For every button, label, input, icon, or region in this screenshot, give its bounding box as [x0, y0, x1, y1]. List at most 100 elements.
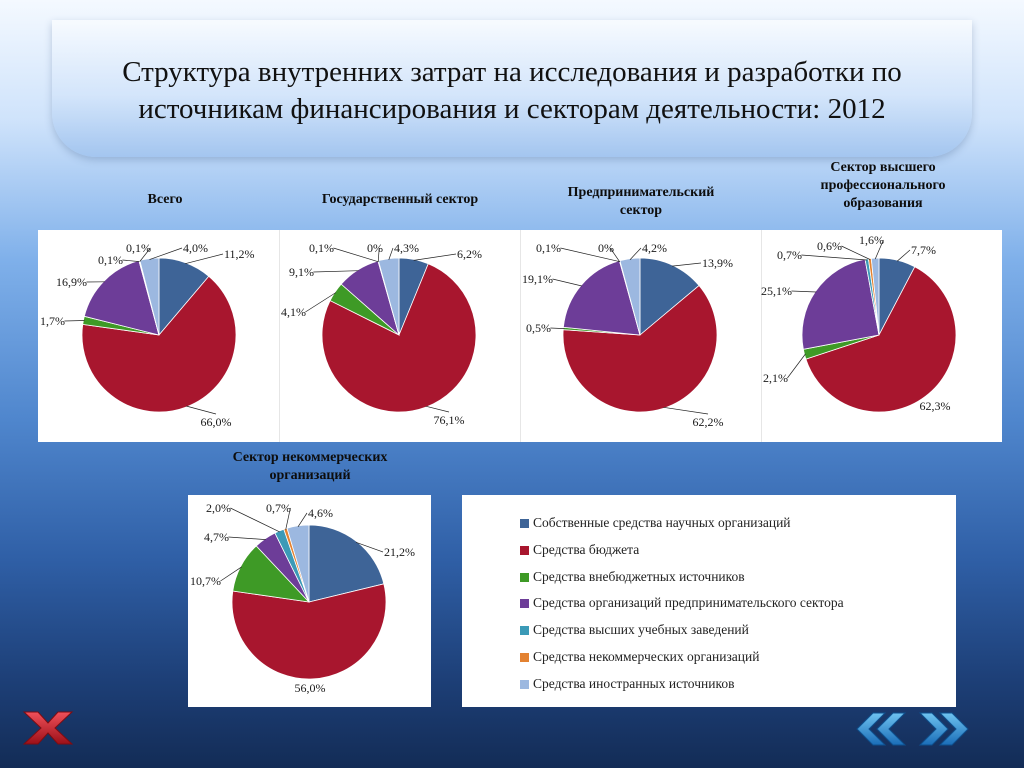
chart-label-government-line: Государственный сектор: [321, 192, 479, 207]
leader-line: [186, 405, 217, 415]
leader-line: [139, 247, 151, 262]
legend-swatch: [520, 545, 529, 555]
chart-label-nonprofit-line-2: организаций: [269, 468, 351, 483]
slice-label-budget: 62,3%: [920, 399, 951, 413]
slice-label-universities: 0,7%: [777, 248, 802, 262]
chart-label-government: Государственный сектор: [290, 191, 510, 209]
chart-legend: Собственные средства научных организаций…: [462, 495, 956, 707]
leader-line: [313, 270, 359, 273]
pie-slice-budget: [231, 583, 387, 680]
leader-line: [185, 253, 224, 265]
pie-slice-budget: [321, 263, 477, 413]
pie-slice-foreign: [286, 524, 310, 603]
leader-line: [297, 512, 308, 527]
slice-label-own-funds: 6,2%: [457, 247, 482, 261]
slice-label-extra-budget: 0,5%: [526, 321, 551, 335]
slice-label-nonprofit: 0,1%: [309, 241, 334, 255]
chart-label-total: Всего: [100, 191, 230, 209]
legend-label: Средства некоммерческих организаций: [533, 649, 760, 664]
slice-label-universities: 0,1%: [98, 253, 123, 267]
legend-swatch: [520, 679, 529, 689]
leader-line: [552, 278, 582, 287]
page-title: Структура внутренних затрат на исследова…: [52, 54, 972, 128]
leader-line: [305, 292, 337, 313]
leader-line: [285, 507, 291, 530]
slice-label-budget: 62,2%: [693, 415, 724, 429]
title-line-2: источникам финансирования и секторам дея…: [138, 93, 886, 125]
leader-line: [149, 247, 183, 260]
chart-cell-government: 6,2% 76,1% 4,1% 9,1% 0% 0,1% 4,3%: [279, 230, 521, 442]
legend-label: Средства иностранных источников: [533, 675, 735, 691]
pie-chart-nonprofit: 21,2% 56,0% 10,7% 4,7% 2,0% 0,7% 4,6%: [190, 501, 415, 695]
chart-label-business-line-1: Предпринимательский: [567, 185, 715, 200]
leader-line: [413, 253, 457, 261]
leader-line: [841, 245, 871, 260]
pie-chart-government: 6,2% 76,1% 4,1% 9,1% 0% 0,1% 4,3%: [281, 241, 482, 427]
legend-swatch: [520, 653, 529, 662]
pie-slice-budget: [805, 266, 957, 413]
leader-line: [228, 536, 266, 540]
chart-label-total-line: Всего: [147, 192, 183, 207]
leader-line: [377, 247, 380, 262]
slice-label-universities: 0%: [367, 241, 383, 255]
leader-line: [230, 507, 280, 533]
legend-swatch: [520, 572, 529, 582]
pie-slice-own-funds: [308, 524, 385, 603]
leader-line: [388, 247, 394, 260]
leader-line: [787, 353, 806, 379]
leader-line: [560, 247, 620, 263]
chart-label-higher-education-line-1: Сектор высшего: [830, 160, 936, 175]
top-charts-panel: 11,2% 66,0% 1,7% 16,9% 0,1% 0,1% 4,0% 6,2% 76,1…: [38, 230, 1002, 442]
slice-label-own-funds: 21,2%: [384, 545, 415, 559]
double-chevron-left-icon[interactable]: [855, 711, 913, 747]
leader-line: [672, 262, 702, 267]
pie-slice-foreign: [619, 257, 641, 336]
pie-slice-budget: [562, 284, 718, 413]
chart-label-business-line-2: сектор: [619, 203, 663, 218]
leader-line: [663, 406, 709, 415]
slice-label-foreign: 4,3%: [394, 241, 419, 255]
slice-label-foreign: 4,6%: [308, 506, 333, 520]
slice-label-business: 25,1%: [761, 284, 792, 298]
chart-cell-total: 11,2% 66,0% 1,7% 16,9% 0,1% 0,1% 4,0%: [38, 230, 280, 442]
legend-label: Средства бюджета: [533, 541, 640, 557]
slice-label-extra-budget: 2,1%: [763, 371, 788, 385]
chart-label-nonprofit: Сектор некоммерческих организаций: [190, 449, 430, 485]
chart-label-higher-education: Сектор высшего профессионального образов…: [774, 159, 992, 213]
slice-label-nonprofit: 0,7%: [266, 501, 291, 515]
chart-label-higher-education-line-2: профессионального: [820, 178, 946, 193]
pie-chart-higher-education: 7,7% 62,3% 2,1% 25,1% 0,7% 0,6% 1,6%: [761, 233, 957, 413]
slice-label-budget: 56,0%: [295, 681, 326, 695]
leader-line: [874, 239, 884, 260]
slice-label-business: 9,1%: [289, 265, 314, 279]
close-x-icon[interactable]: [22, 710, 74, 746]
slice-label-universities: 0%: [598, 241, 614, 255]
leader-line: [896, 249, 911, 262]
slice-label-own-funds: 7,7%: [911, 243, 936, 257]
slice-label-nonprofit: 0,1%: [536, 241, 561, 255]
slice-label-foreign: 4,2%: [642, 241, 667, 255]
leader-line: [801, 254, 867, 261]
leader-line: [220, 566, 242, 582]
double-chevron-right-icon[interactable]: [914, 711, 972, 747]
legend-swatch: [520, 599, 529, 609]
pie-slice-budget: [81, 275, 237, 413]
leader-line: [355, 541, 384, 553]
slice-label-nonprofit: 0,1%: [126, 241, 151, 255]
slice-label-universities: 2,0%: [206, 501, 231, 515]
slice-label-foreign: 4,0%: [183, 241, 208, 255]
legend-label: Средства организаций предпринимательског…: [533, 595, 844, 611]
chart-cell-business: 13,9% 62,2% 0,5% 19,1% 0% 0,1% 4,2%: [520, 230, 762, 442]
leader-line: [550, 327, 565, 329]
chart-cell-higher-education: 7,7% 62,3% 2,1% 25,1% 0,7% 0,6% 1,6%: [761, 230, 1002, 442]
slice-label-own-funds: 13,9%: [702, 256, 733, 270]
legend-label: Собственные средства научных организаций: [533, 515, 791, 530]
slice-label-nonprofit: 0,6%: [817, 239, 842, 253]
pie-slice-business: [801, 258, 880, 350]
slice-label-budget: 66,0%: [201, 415, 232, 429]
pie-chart-total: 11,2% 66,0% 1,7% 16,9% 0,1%0,1% 4,0%: [40, 241, 255, 429]
title-line-1: Структура внутренних затрат на исследова…: [122, 56, 902, 88]
slice-label-business: 4,7%: [204, 530, 229, 544]
legend-label: Средства внебюджетных источников: [533, 568, 745, 584]
title-banner: [52, 20, 972, 157]
